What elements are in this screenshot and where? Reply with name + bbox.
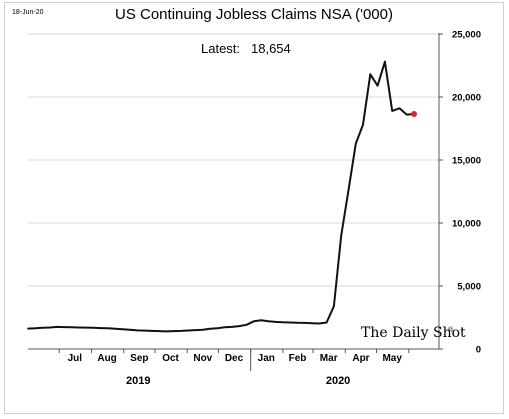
y-tick-label: 20,000 xyxy=(452,93,481,104)
x-axis-ticks: Jul Aug Sep Oct Nov Dec Jan Feb Mar Apr May xyxy=(58,349,410,364)
data-point xyxy=(180,330,182,332)
data-point xyxy=(85,326,88,329)
x-tick-label: Jul xyxy=(68,353,83,364)
chart-frame xyxy=(4,2,504,414)
date-stamp: 18-Jun-20 xyxy=(12,9,44,16)
year-label: 2019 xyxy=(126,375,150,387)
chart-title: US Continuing Jobless Claims NSA ('000) xyxy=(115,6,393,23)
data-point xyxy=(78,326,80,329)
data-point xyxy=(121,328,124,331)
x-tick-label: Aug xyxy=(97,353,116,364)
data-point xyxy=(92,327,95,329)
y-axis-ticks: 0 5,000 10,000 15,000 20,000 25,000 xyxy=(439,30,481,356)
x-tick-label: Mar xyxy=(320,353,338,364)
data-point xyxy=(325,321,328,324)
data-point xyxy=(333,305,335,307)
y-tick-label: 15,000 xyxy=(452,156,481,167)
data-point xyxy=(354,142,357,145)
data-point xyxy=(405,113,408,116)
data-point xyxy=(34,327,37,330)
gridlines xyxy=(28,33,439,287)
x-tick-label: Nov xyxy=(193,353,212,364)
data-point xyxy=(100,327,102,329)
data-point xyxy=(56,326,58,328)
x-tick-label: Jan xyxy=(258,353,275,364)
data-point xyxy=(303,322,306,324)
latest-value: 18,654 xyxy=(251,41,291,56)
data-point xyxy=(398,107,401,110)
data-point xyxy=(216,327,219,330)
data-point xyxy=(311,322,313,324)
data-point xyxy=(63,326,66,328)
watermark-registered-mark: ® xyxy=(448,326,454,334)
latest-point-marker xyxy=(411,110,418,117)
data-point xyxy=(209,328,211,330)
series-points xyxy=(27,60,415,333)
data-point xyxy=(172,330,175,332)
data-point xyxy=(362,123,364,126)
data-point xyxy=(129,329,131,331)
series-line xyxy=(27,60,415,333)
data-point xyxy=(318,322,321,325)
data-point xyxy=(384,60,386,63)
data-point xyxy=(143,329,146,332)
data-point xyxy=(136,329,139,332)
data-point xyxy=(194,329,197,331)
data-point xyxy=(114,327,117,330)
data-point xyxy=(391,110,393,112)
data-point xyxy=(70,326,73,329)
data-point xyxy=(260,319,262,322)
data-point xyxy=(252,320,255,323)
data-point xyxy=(245,324,248,326)
data-point xyxy=(158,330,160,332)
data-point xyxy=(282,321,284,324)
latest-annotation: Latest: 18,654 xyxy=(201,41,291,56)
x-tick-label: May xyxy=(382,353,402,364)
data-point xyxy=(289,321,292,324)
x-tick-label: Dec xyxy=(225,353,244,364)
data-point xyxy=(165,330,168,333)
year-labels: 2019 2020 xyxy=(126,349,350,387)
y-tick-label: 5,000 xyxy=(457,282,481,293)
data-point xyxy=(347,189,350,192)
year-label: 2020 xyxy=(326,375,350,387)
data-point xyxy=(202,329,204,331)
data-point xyxy=(223,326,226,329)
data-point xyxy=(376,84,379,87)
data-point xyxy=(27,327,29,330)
watermark-text: The Daily Shot xyxy=(361,325,466,341)
latest-label: Latest: xyxy=(201,41,240,56)
x-tick-label: Feb xyxy=(289,353,307,364)
data-point xyxy=(41,327,44,329)
data-point xyxy=(267,320,270,323)
data-point xyxy=(296,321,299,324)
y-tick-label: 0 xyxy=(476,345,481,356)
data-point xyxy=(340,234,342,237)
x-tick-label: Apr xyxy=(352,353,369,364)
y-tick-label: 10,000 xyxy=(452,219,481,230)
y-tick-label: 25,000 xyxy=(452,30,481,41)
data-point xyxy=(274,321,277,323)
data-point xyxy=(369,73,372,76)
watermark: The Daily Shot ® xyxy=(361,325,466,341)
data-point xyxy=(151,330,153,332)
data-point xyxy=(49,326,51,329)
x-tick-label: Sep xyxy=(130,353,148,364)
data-point xyxy=(187,329,190,332)
x-tick-label: Oct xyxy=(162,353,179,364)
data-point xyxy=(231,326,233,328)
data-point xyxy=(238,325,241,327)
data-point xyxy=(107,327,109,330)
